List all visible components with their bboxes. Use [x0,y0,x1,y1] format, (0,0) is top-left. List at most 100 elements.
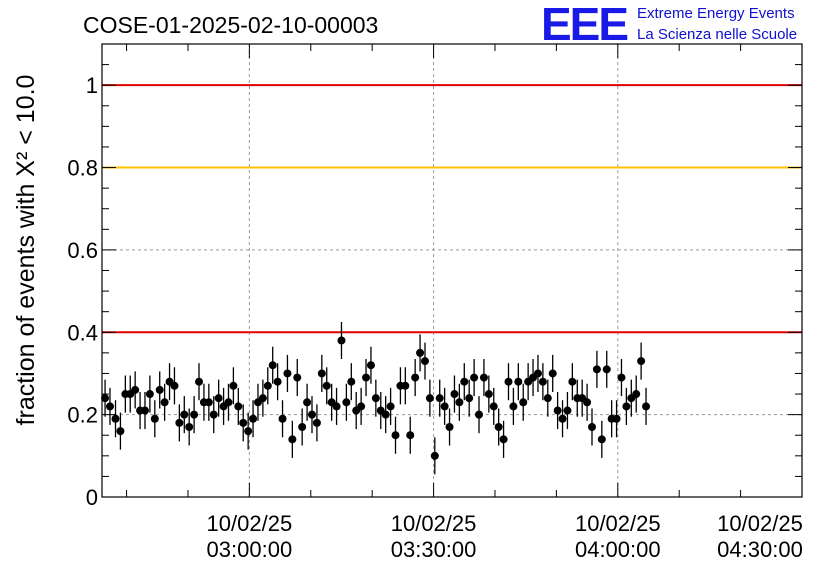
y-tick-label: 0.6 [67,238,98,263]
x-tick-date-label: 10/02/25 [717,511,803,536]
data-point [401,381,410,390]
data-point [317,369,326,378]
data-point [303,398,312,407]
data-point [105,402,114,411]
data-point [175,418,184,427]
data-point [342,398,351,407]
data-point [568,377,577,386]
data-point [509,402,518,411]
data-point [273,377,282,386]
data-point [558,414,567,423]
data-point [214,394,223,403]
data-point [416,348,425,357]
data-point [622,402,631,411]
data-point [288,435,297,444]
data-point [637,357,646,366]
data-point [450,390,459,399]
data-point [101,394,110,403]
data-point [504,377,513,386]
data-point [150,414,159,423]
data-point [362,373,371,382]
data-point [499,435,508,444]
data-point [298,422,307,431]
x-tick-time-label: 04:30:00 [717,537,803,562]
logo-line-1: Extreme Energy Events [637,5,795,22]
data-point [224,398,233,407]
data-point [195,377,204,386]
data-point [563,406,572,415]
data-point [308,410,316,419]
data-point [470,373,479,382]
data-point [160,398,169,407]
data-point [145,390,154,399]
y-axis-label: fraction of events with X² < 10.0 [12,75,40,426]
data-point [465,394,474,403]
data-point [293,373,302,382]
data-point [519,398,528,407]
data-point [411,373,420,382]
axes: 00.20.40.60.8110/02/2503:00:0010/02/2503… [67,43,803,562]
eee-logo: EEE Extreme Energy Events La Scienza nel… [541,0,797,50]
data-point [116,427,125,436]
data-point [155,385,164,394]
data-point [406,431,415,440]
reference-lines [102,84,802,334]
data-point [180,410,189,419]
data-point [268,361,277,370]
data-point [337,336,346,345]
x-tick-time-label: 04:00:00 [575,537,661,562]
chart-title: COSE-01-2025-02-10-00003 [83,12,378,38]
data-point [543,394,552,403]
data-point [234,402,243,411]
data-point [602,365,611,374]
y-tick-label: 0.4 [67,320,98,345]
data-point [612,414,621,423]
data-point [170,381,179,390]
data-point [283,369,292,378]
data-point [475,410,484,419]
data-point [322,381,331,390]
x-tick-date-label: 10/02/25 [391,511,477,536]
logo-line-2: La Scienza nelle Scuole [637,26,797,43]
data-point [430,451,439,460]
data-point [514,377,523,386]
data-point [229,381,238,390]
data-point [455,398,464,407]
data-point [386,402,395,411]
data-point [249,414,258,423]
y-tick-label: 0 [86,485,98,510]
data-point [190,410,199,419]
data-point [538,377,547,386]
data-point [617,373,626,382]
data-point [489,402,498,411]
y-tick-label: 0.8 [67,156,98,181]
data-point [263,381,272,390]
data-point [592,365,601,374]
data-point [642,402,651,411]
data-point [332,402,341,411]
data-point [357,402,366,411]
data-point [278,414,287,423]
data-point [420,357,429,366]
data-point [597,435,606,444]
y-tick-label: 1 [86,73,98,98]
data-point [445,422,454,431]
data-point [494,422,503,431]
data-point [111,414,120,423]
data-point [209,410,218,419]
data-point [435,394,444,403]
data-point [391,431,400,440]
data-point [588,422,596,431]
data-point [583,398,592,407]
data-point [548,369,557,378]
data-point [347,377,356,386]
data-point [553,406,562,415]
data-point [258,394,267,403]
data-point [479,373,488,382]
data-point [140,406,149,415]
data-points [101,321,651,475]
x-tick-date-label: 10/02/25 [207,511,293,536]
data-point [366,361,375,370]
data-point [239,418,248,427]
